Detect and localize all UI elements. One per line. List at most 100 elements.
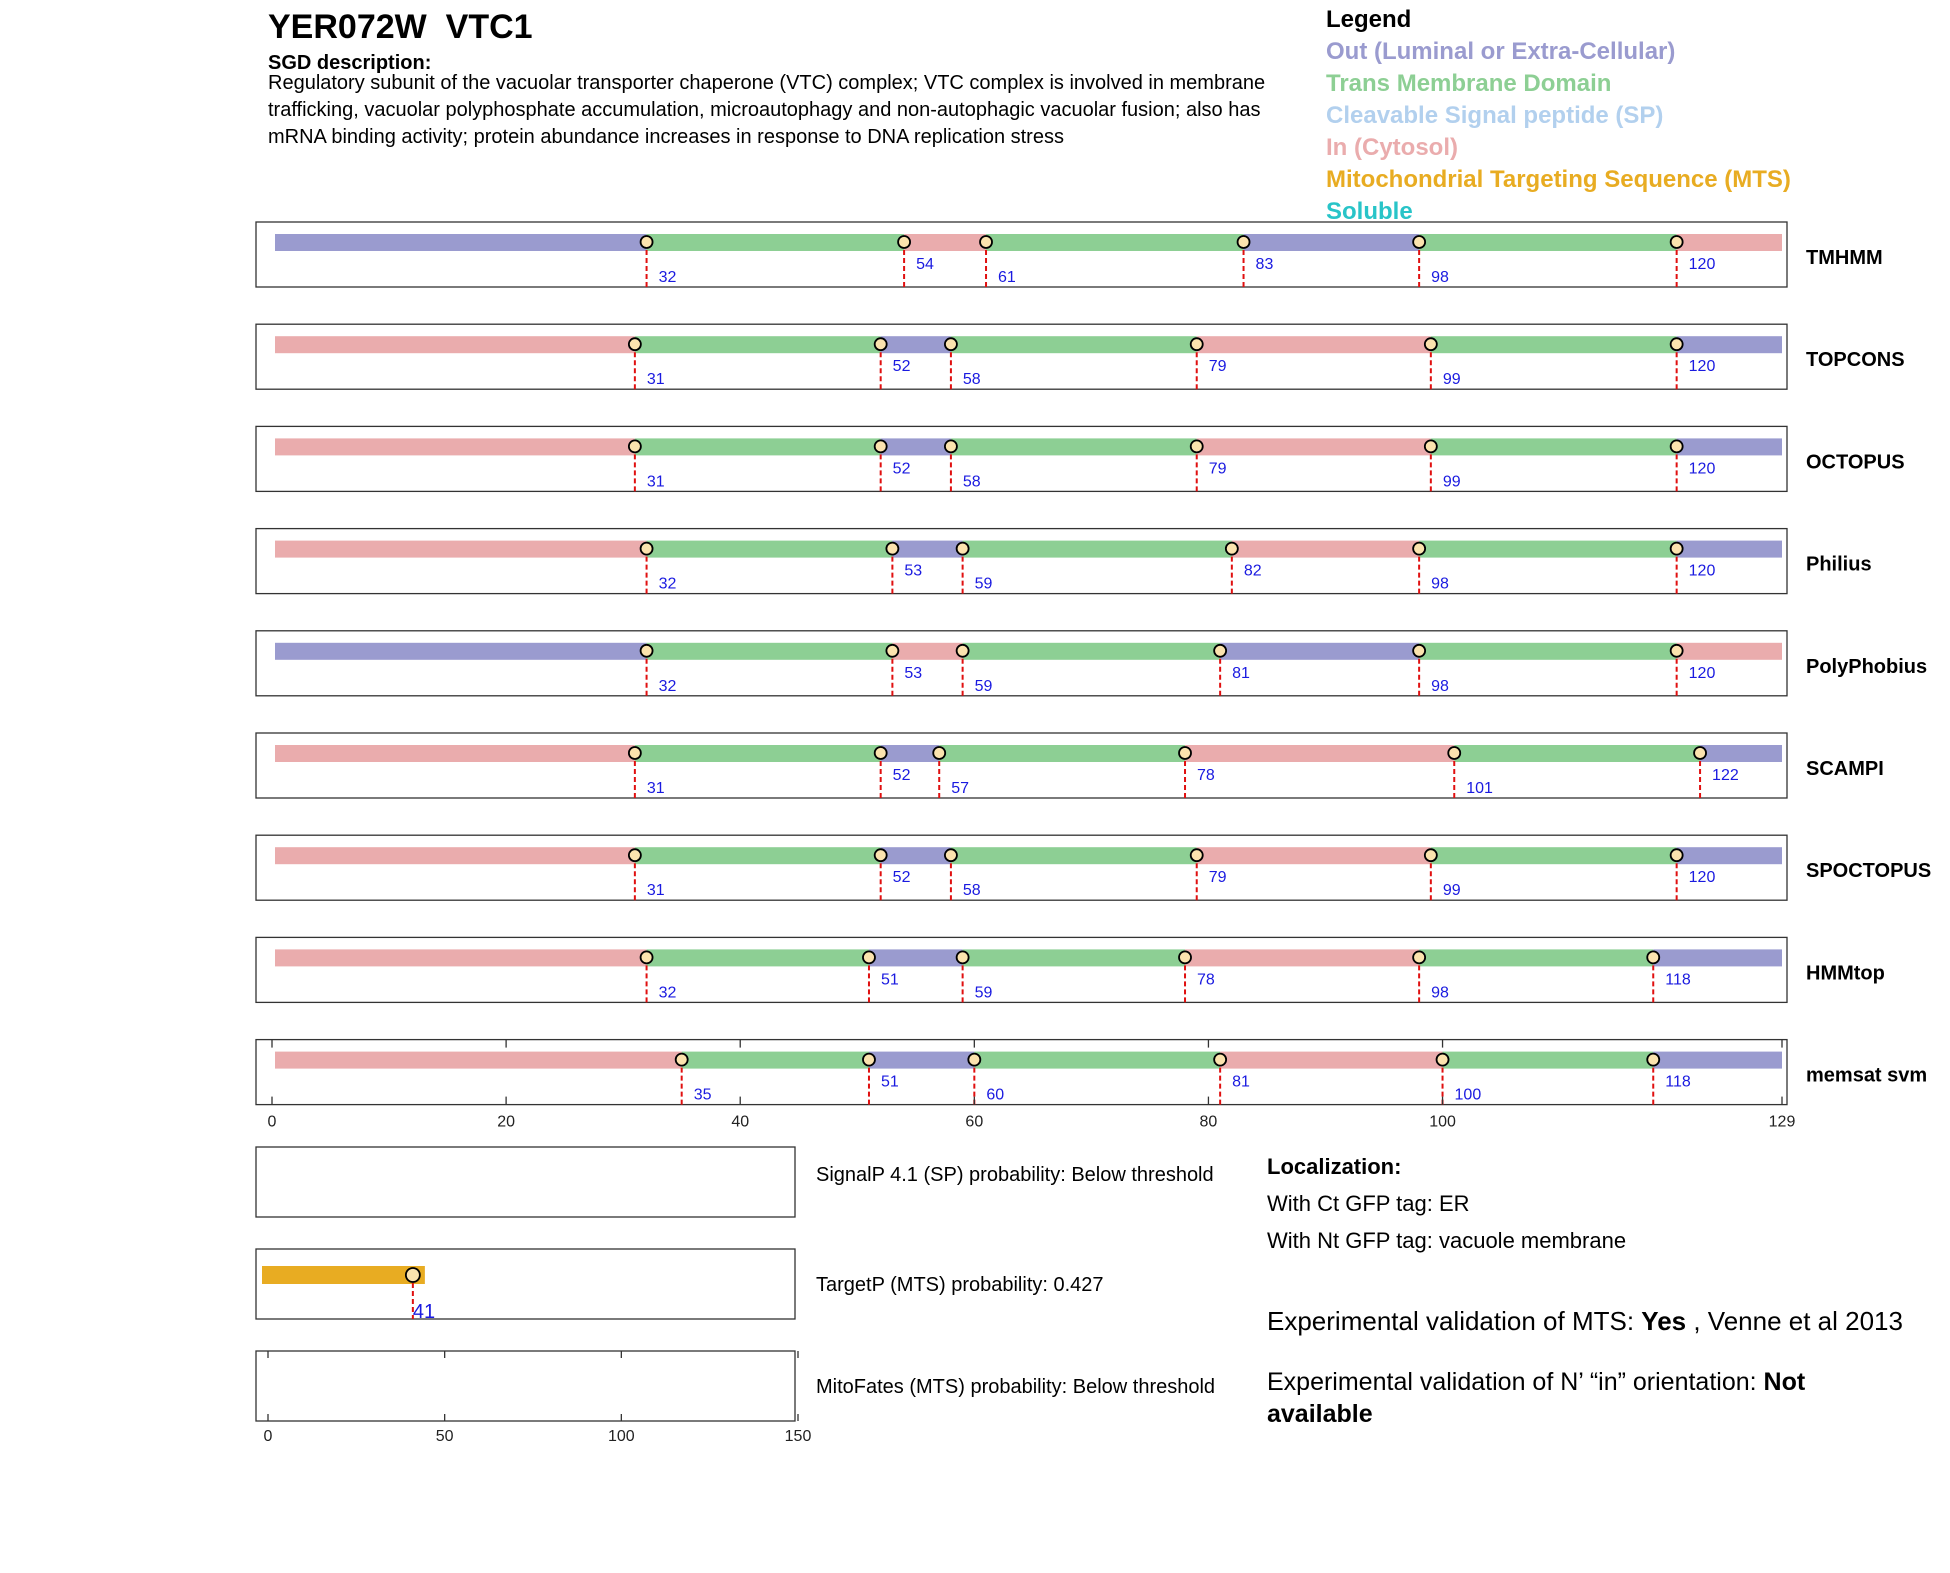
boundary-label: 120 <box>1689 358 1716 375</box>
segment-tm <box>962 642 1221 660</box>
legend-item-out: Out (Luminal or Extra-Cellular) <box>1326 38 1676 65</box>
segment-tm <box>1442 1051 1654 1069</box>
boundary-marker <box>1669 643 1684 658</box>
segment-out <box>880 847 951 865</box>
segment-tm <box>974 1051 1221 1069</box>
boundary-label: 57 <box>951 780 969 797</box>
boundary-marker <box>1189 439 1204 454</box>
boundary-marker <box>1435 1052 1450 1067</box>
boundary-marker <box>1423 848 1438 863</box>
segment-in <box>1676 642 1782 660</box>
legend-item-in: In (Cytosol) <box>1326 134 1458 161</box>
boundary-label: 52 <box>893 460 911 477</box>
panel-mitofates: MitoFates (MTS) probability: Below thres… <box>255 1350 1215 1422</box>
boundary-label: 54 <box>916 256 934 273</box>
segment-out <box>1220 642 1420 660</box>
track-philius: 32 53 59 82 98 120 Philius <box>255 527 1872 595</box>
segment-tm <box>1454 745 1701 762</box>
panel-frame <box>255 1146 796 1218</box>
boundary-label: 61 <box>998 269 1016 286</box>
experimental-orientation: Experimental validation of N’ “in” orien… <box>1267 1366 1827 1430</box>
segment-in <box>275 438 635 456</box>
track-frame <box>255 834 1788 901</box>
panel-label: TargetP (MTS) probability: 0.427 <box>816 1274 1104 1296</box>
experimental-mts: Experimental validation of MTS: Yes , Ve… <box>1267 1306 1903 1337</box>
boundary-marker <box>979 235 993 249</box>
gene-id: YER072W <box>268 8 427 46</box>
segment-out <box>1653 1051 1782 1069</box>
segment-out <box>868 1051 975 1069</box>
boundary-label: 31 <box>647 882 665 899</box>
boundary-marker <box>1669 541 1684 556</box>
segment-out <box>880 438 951 456</box>
segment-tm <box>962 949 1186 967</box>
legend-item-tm: Trans Membrane Domain <box>1326 70 1612 97</box>
boundary-marker <box>1178 950 1192 965</box>
boundary-label: 59 <box>975 678 993 695</box>
panel-x-tick-label: 50 <box>436 1428 454 1445</box>
track-name: Philius <box>1806 554 1872 576</box>
experimental-mts-suffix: , Venne et al 2013 <box>1686 1306 1903 1336</box>
sgd-label: SGD description: <box>268 52 432 74</box>
track-octopus: 31 52 58 79 99 120 OCTOPUS <box>255 425 1905 493</box>
segment-out <box>275 234 647 251</box>
x-tick-label: 60 <box>965 1114 983 1131</box>
x-tick-label: 0 <box>268 1114 277 1131</box>
segment-in <box>275 847 635 865</box>
boundary-label: 52 <box>893 358 911 375</box>
segment-in <box>1676 234 1782 251</box>
segment-tm <box>634 336 881 354</box>
gene-name: VTC1 <box>445 8 533 46</box>
boundary-marker <box>1236 235 1251 249</box>
boundary-label: 78 <box>1197 767 1215 784</box>
boundary-label: 99 <box>1443 473 1461 490</box>
segment-out <box>868 949 963 967</box>
boundary-label: 99 <box>1443 882 1461 899</box>
segment-tm <box>939 745 1186 762</box>
segment-in <box>892 642 963 660</box>
boundary-marker <box>1412 643 1427 658</box>
boundary-label: 118 <box>1665 1074 1691 1091</box>
boundary-marker <box>639 235 654 249</box>
boundary-label: 98 <box>1431 984 1449 1001</box>
boundary-label: 59 <box>975 576 993 593</box>
segment-in <box>1196 438 1431 456</box>
boundary-marker <box>1423 439 1438 454</box>
segment-out <box>1700 745 1782 762</box>
track-name: SCAMPI <box>1806 758 1884 780</box>
boundary-label: 32 <box>659 984 677 1001</box>
boundary-marker <box>944 439 958 454</box>
boundary-marker <box>873 439 888 454</box>
segment-out <box>880 745 940 762</box>
boundary-label: 32 <box>659 576 677 593</box>
segment-in <box>1196 847 1431 865</box>
track-name: TOPCONS <box>1806 349 1905 371</box>
segment-tm <box>646 642 893 660</box>
segment-out <box>1676 336 1782 354</box>
panel-label: SignalP 4.1 (SP) probability: Below thre… <box>816 1164 1214 1186</box>
boundary-marker <box>1646 1052 1661 1067</box>
boundary-marker <box>1224 541 1239 556</box>
localization-nt: With Nt GFP tag: vacuole membrane <box>1267 1228 1627 1253</box>
boundary-marker <box>1669 439 1684 454</box>
boundary-label: 120 <box>1689 256 1716 273</box>
segment-tm <box>950 438 1197 456</box>
boundary-label: 78 <box>1197 971 1215 988</box>
panel-label: MitoFates (MTS) probability: Below thres… <box>816 1376 1215 1398</box>
boundary-marker <box>1213 643 1228 658</box>
segment-in <box>1185 745 1455 762</box>
boundary-marker <box>1669 337 1684 352</box>
boundary-label: 99 <box>1443 371 1461 388</box>
boundary-label: 120 <box>1689 665 1716 682</box>
boundary-label: 51 <box>881 971 899 988</box>
x-tick-label: 100 <box>1429 1114 1456 1131</box>
segment-tm <box>950 847 1197 865</box>
track-frame <box>255 630 1788 697</box>
boundary-marker <box>1423 337 1438 352</box>
boundary-marker <box>873 848 888 863</box>
boundary-label: 82 <box>1244 563 1262 580</box>
segment-in <box>904 234 987 251</box>
boundary-label: 32 <box>659 678 677 695</box>
boundary-marker <box>639 950 654 965</box>
boundary-marker <box>885 643 900 658</box>
